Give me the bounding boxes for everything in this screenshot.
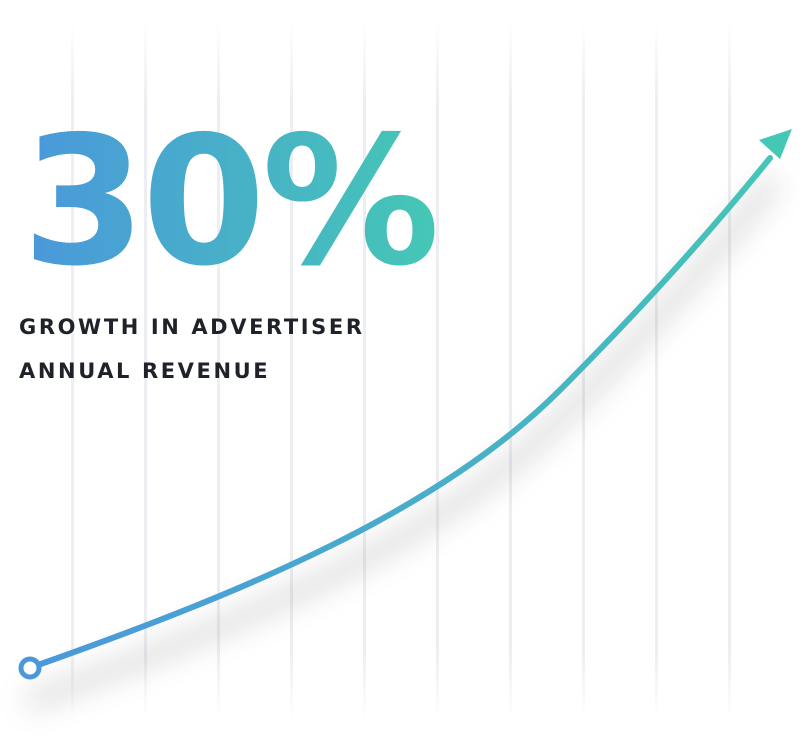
stat-caption-line-2: ANNUAL REVENUE	[19, 359, 270, 383]
grid-line	[728, 20, 731, 720]
stat-value: 30%	[22, 98, 436, 305]
grid-line	[363, 20, 366, 720]
grid-line	[217, 20, 220, 720]
circle-marker-icon	[18, 656, 42, 680]
grid-line	[436, 20, 439, 720]
grid-line	[144, 20, 147, 720]
growth-curve	[35, 155, 773, 668]
arrowhead-icon	[759, 129, 792, 159]
stat-caption-line-1: GROWTH IN ADVERTISER	[19, 315, 365, 339]
curve-shadow	[25, 176, 779, 709]
grid-line	[509, 20, 512, 720]
grid-line	[290, 20, 293, 720]
grid-line	[655, 20, 658, 720]
grid-line	[71, 20, 74, 720]
